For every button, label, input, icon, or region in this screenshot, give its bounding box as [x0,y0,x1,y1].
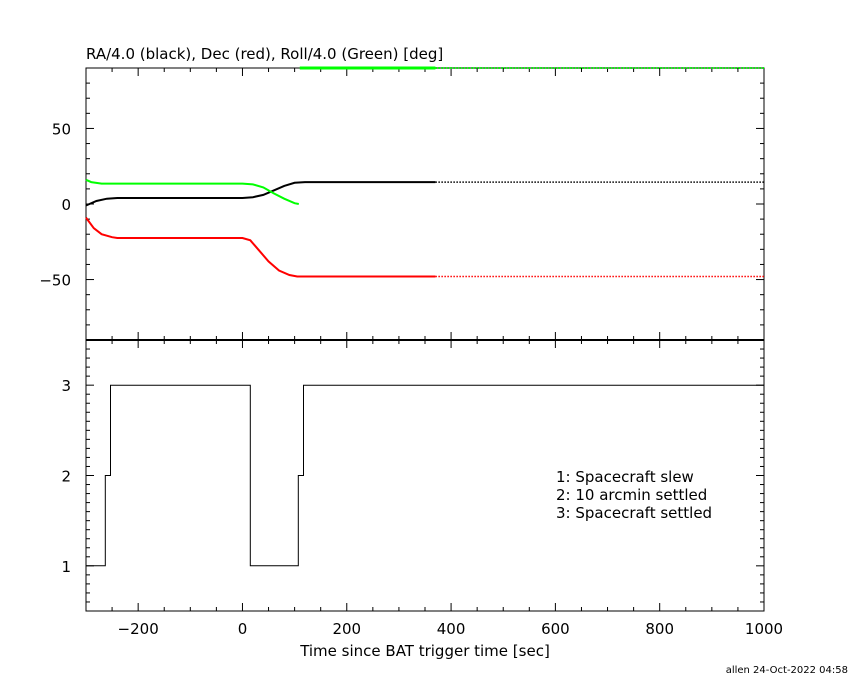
annotation-slew: 1: Spacecraft slew [556,468,694,486]
x-tick-label: 800 [645,620,674,638]
x-tick-label: 200 [332,620,361,638]
x-tick-label: 600 [541,620,570,638]
top-y-tick-label: 50 [52,120,71,138]
attitude-panel-ticks: −50 0 50 [39,67,765,341]
x-tick-label: 400 [437,620,466,638]
bottom-y-tick-label: 3 [61,377,71,395]
bottom-y-tick-label: 2 [61,468,71,486]
settle-status-series [86,384,764,567]
x-tick-label: −200 [118,620,159,638]
annotation-settled: 3: Spacecraft settled [556,504,712,522]
top-y-tick-label: −50 [39,272,71,290]
x-tick-label: 1000 [745,620,783,638]
x-tick-label: 0 [238,620,248,638]
settle-status-series-group [86,384,764,567]
x-axis-label: Time since BAT trigger time [sec] [299,642,550,660]
top-y-tick-label: 0 [61,196,71,214]
roll-series-solid [85,178,299,205]
attitude-panel-frame [85,67,765,341]
ra-series-solid [85,181,436,207]
bottom-y-tick-label: 1 [61,558,71,576]
footer-stamp: allen 24-Oct-2022 04:58 [726,665,848,676]
annotation-10-arcmin: 2: 10 arcmin settled [556,486,707,504]
settle-status-panel: 1 2 3 −200 0 200 400 600 800 1000 1: Spacecraft s… [61,339,783,660]
attitude-series-group [85,66,764,278]
attitude-title: RA/4.0 (black), Dec (red), Roll/4.0 (Gre… [86,45,443,63]
settle-panel-ticks: 1 2 3 −200 0 200 400 600 800 1000 [61,339,783,638]
dec-series-solid [85,217,436,278]
attitude-panel: −50 0 50 RA/4.0 (black), Dec (red), Roll/4… [39,45,765,341]
